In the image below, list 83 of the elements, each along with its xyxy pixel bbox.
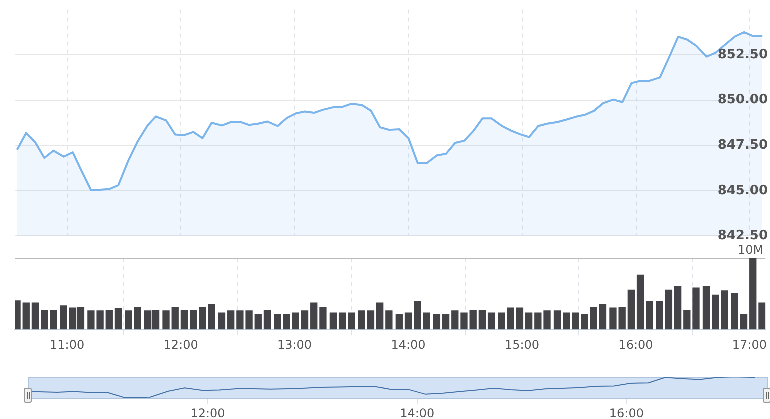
- bar: [50, 310, 58, 330]
- x-tick-label: 16:00: [618, 338, 654, 352]
- bar: [498, 312, 506, 330]
- bar: [692, 288, 700, 330]
- bar: [386, 310, 393, 330]
- bar: [452, 310, 459, 330]
- bar: [254, 314, 262, 330]
- bar: [330, 312, 338, 330]
- bar: [674, 286, 682, 330]
- bar: [750, 258, 757, 330]
- bar: [460, 312, 468, 330]
- bar: [106, 310, 113, 330]
- bar: [731, 293, 739, 330]
- bar: [554, 310, 562, 330]
- x-tick-label: 13:00: [277, 338, 312, 352]
- bar: [702, 286, 710, 330]
- bar: [292, 312, 300, 330]
- bar: [60, 306, 68, 330]
- bar: [628, 290, 636, 330]
- bar: [684, 310, 691, 330]
- bar: [301, 310, 309, 330]
- bar: [358, 310, 366, 330]
- bar: [338, 312, 346, 330]
- bar: [180, 310, 188, 330]
- bar: [534, 312, 542, 330]
- bar: [218, 312, 226, 330]
- bar: [320, 307, 327, 330]
- bar: [199, 307, 206, 330]
- bar: [563, 312, 570, 330]
- bar: [228, 310, 235, 330]
- bar: [414, 301, 422, 330]
- bar: [740, 314, 748, 330]
- bar: [721, 290, 728, 330]
- bar: [507, 308, 514, 330]
- bar: [404, 312, 412, 330]
- y-tick-label: 850.00: [718, 92, 768, 108]
- bar: [599, 304, 607, 330]
- bar: [544, 310, 551, 330]
- bar: [442, 314, 450, 330]
- x-tick-label: 12:00: [190, 406, 226, 419]
- bar: [376, 302, 384, 330]
- bar: [125, 310, 132, 330]
- bar: [134, 307, 142, 330]
- x-tick-label: 14:00: [391, 338, 426, 352]
- bar: [712, 294, 720, 330]
- bar: [656, 301, 664, 330]
- x-tick-label: 11:00: [50, 338, 85, 352]
- bar: [190, 310, 198, 330]
- y-tick-label: 852.50: [718, 47, 768, 62]
- x-tick-label: 16:00: [609, 406, 644, 419]
- y-tick-label: 845.00: [718, 183, 768, 198]
- bar: [758, 302, 766, 330]
- bar: [396, 314, 403, 330]
- bar: [40, 310, 48, 330]
- y-tick-label: 842.50: [718, 228, 768, 244]
- x-tick-label: 12:00: [164, 338, 198, 352]
- bar: [516, 308, 524, 330]
- x-tick-label: 14:00: [400, 406, 435, 419]
- bar: [470, 310, 477, 330]
- bar: [646, 301, 654, 330]
- bar: [264, 310, 272, 330]
- bar: [590, 307, 598, 330]
- bar: [114, 308, 122, 330]
- y-tick-label: 847.50: [718, 138, 768, 154]
- bar: [22, 302, 30, 330]
- bar: [208, 304, 216, 330]
- x-tick-label: 17:00: [732, 338, 768, 352]
- bar: [162, 310, 170, 330]
- bar: [423, 312, 430, 330]
- bar: [15, 300, 21, 330]
- bar: [367, 310, 375, 330]
- bar: [665, 290, 673, 330]
- bar: [488, 312, 496, 330]
- bar: [172, 307, 179, 330]
- bar: [32, 302, 40, 330]
- x-tick-label: 15:00: [504, 338, 540, 352]
- bar: [348, 312, 356, 330]
- bar: [525, 312, 533, 330]
- bar: [433, 314, 441, 330]
- bar: [636, 274, 644, 330]
- bar: [310, 302, 318, 330]
- bar: [478, 310, 486, 330]
- annotation: 10M: [738, 243, 764, 258]
